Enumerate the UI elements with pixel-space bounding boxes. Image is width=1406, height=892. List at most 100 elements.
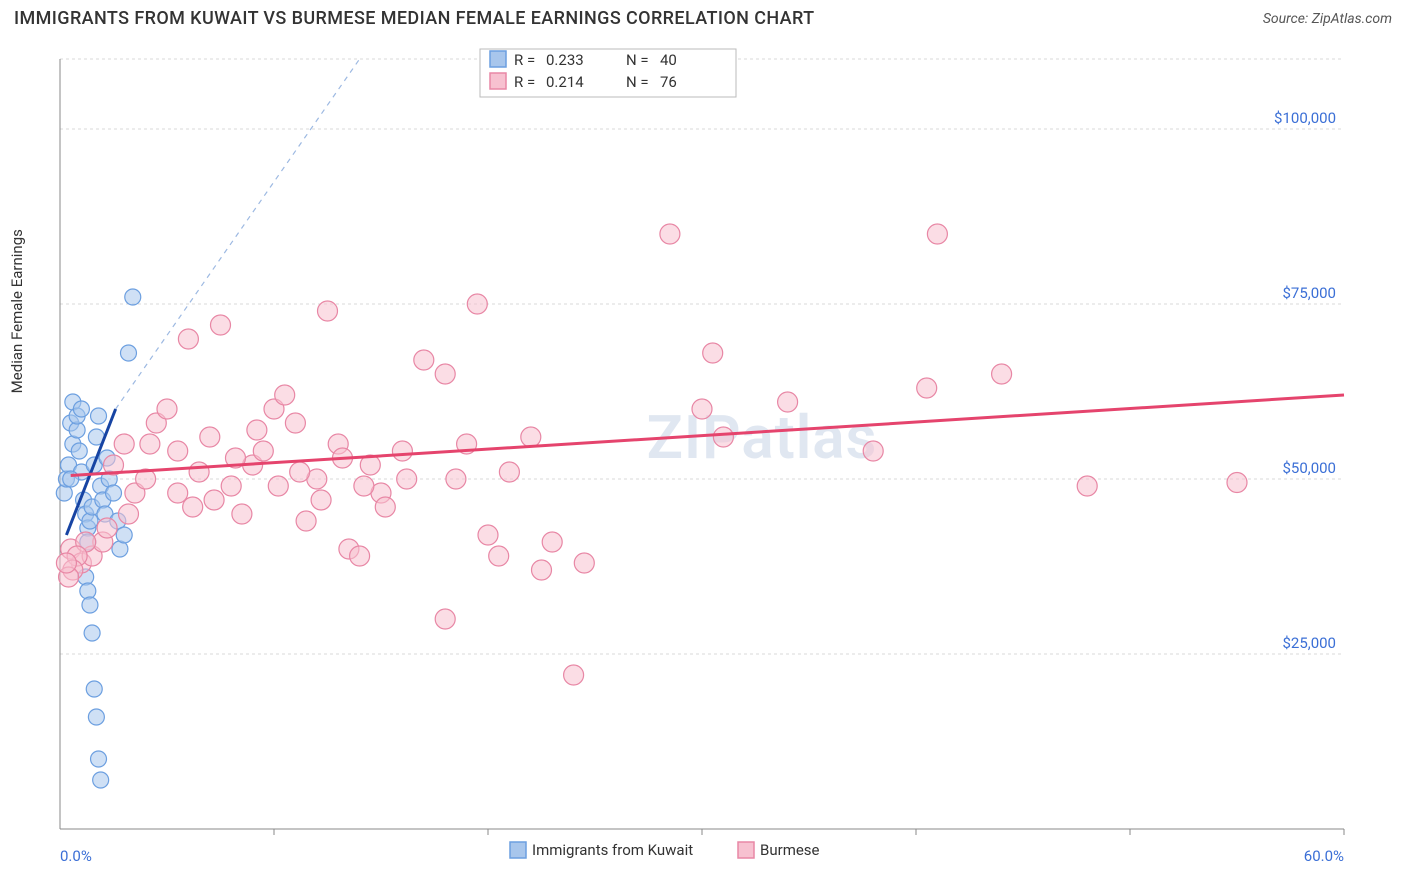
data-point xyxy=(713,427,733,447)
data-point xyxy=(778,392,798,412)
header: IMMIGRANTS FROM KUWAIT VS BURMESE MEDIAN… xyxy=(0,0,1406,33)
data-point xyxy=(564,665,584,685)
source-credit: Source: ZipAtlas.com xyxy=(1263,11,1392,27)
legend-r-label: R = xyxy=(514,73,535,91)
chart-container: Median Female Earnings $25,000$50,000$75… xyxy=(14,39,1392,879)
data-point xyxy=(290,462,310,482)
legend-n-val: 76 xyxy=(660,73,677,91)
y-tick-label: $100,000 xyxy=(1274,109,1336,127)
bottom-legend-swatch xyxy=(510,842,526,858)
data-point xyxy=(478,525,498,545)
data-point xyxy=(435,364,455,384)
data-point xyxy=(63,471,79,487)
data-point xyxy=(542,532,562,552)
y-axis-label: Median Female Earnings xyxy=(8,229,26,393)
data-point xyxy=(80,583,96,599)
data-point xyxy=(247,420,267,440)
data-point xyxy=(189,462,209,482)
data-point xyxy=(446,469,466,489)
legend-n-label: N = xyxy=(626,51,649,69)
data-point xyxy=(204,490,224,510)
bottom-legend-label: Burmese xyxy=(760,841,820,859)
data-point xyxy=(86,681,102,697)
data-point xyxy=(927,224,947,244)
data-point xyxy=(253,441,273,461)
data-point xyxy=(157,399,177,419)
chart-title: IMMIGRANTS FROM KUWAIT VS BURMESE MEDIAN… xyxy=(14,8,815,29)
data-point xyxy=(91,408,107,424)
data-point xyxy=(114,434,134,454)
data-point xyxy=(992,364,1012,384)
data-point xyxy=(296,511,316,531)
data-point xyxy=(532,560,552,580)
data-point xyxy=(93,772,109,788)
data-point xyxy=(489,546,509,566)
source-prefix: Source: xyxy=(1263,11,1312,27)
data-point xyxy=(120,345,136,361)
data-point xyxy=(692,399,712,419)
data-point xyxy=(275,385,295,405)
trend-dash xyxy=(116,59,360,409)
data-point xyxy=(863,441,883,461)
legend-n-label: N = xyxy=(626,73,649,91)
y-tick-label: $25,000 xyxy=(1282,634,1336,652)
data-point xyxy=(350,546,370,566)
data-point xyxy=(268,476,288,496)
legend-swatch xyxy=(490,73,506,89)
data-point xyxy=(917,378,937,398)
data-point xyxy=(354,476,374,496)
data-point xyxy=(118,504,138,524)
x-axis-right-label: 60.0% xyxy=(1304,847,1344,865)
source-name: ZipAtlas.com xyxy=(1312,11,1392,27)
data-point xyxy=(375,497,395,517)
legend-r-val: 0.233 xyxy=(546,51,584,69)
data-point xyxy=(574,553,594,573)
data-point xyxy=(232,504,252,524)
y-tick-label: $75,000 xyxy=(1282,284,1336,302)
data-point xyxy=(318,301,338,321)
data-point xyxy=(221,476,241,496)
data-point xyxy=(397,469,417,489)
data-point xyxy=(106,485,122,501)
data-point xyxy=(200,427,220,447)
data-point xyxy=(97,518,117,538)
data-point xyxy=(499,462,519,482)
legend-n-val: 40 xyxy=(660,51,677,69)
data-point xyxy=(285,413,305,433)
legend-swatch xyxy=(490,51,506,67)
data-point xyxy=(168,483,188,503)
data-point xyxy=(660,224,680,244)
chart-svg: $25,000$50,000$75,000$100,0000.0%60.0%ZI… xyxy=(14,39,1392,879)
data-point xyxy=(71,443,87,459)
data-point xyxy=(392,441,412,461)
data-point xyxy=(178,329,198,349)
data-point xyxy=(183,497,203,517)
data-point xyxy=(73,401,89,417)
data-point xyxy=(435,609,455,629)
legend-r-label: R = xyxy=(514,51,535,69)
data-point xyxy=(82,513,98,529)
data-point xyxy=(168,441,188,461)
data-point xyxy=(116,527,132,543)
bottom-legend-label: Immigrants from Kuwait xyxy=(532,841,693,859)
data-point xyxy=(703,343,723,363)
data-point xyxy=(521,427,541,447)
data-point xyxy=(467,294,487,314)
data-point xyxy=(311,490,331,510)
x-axis-left-label: 0.0% xyxy=(60,847,92,865)
data-point xyxy=(125,289,141,305)
data-point xyxy=(84,625,100,641)
data-point xyxy=(1227,473,1247,493)
data-point xyxy=(140,434,160,454)
data-point xyxy=(82,597,98,613)
data-point xyxy=(88,709,104,725)
bottom-legend-swatch xyxy=(738,842,754,858)
data-point xyxy=(414,350,434,370)
data-point xyxy=(91,751,107,767)
y-tick-label: $50,000 xyxy=(1282,459,1336,477)
data-point xyxy=(1077,476,1097,496)
data-point xyxy=(56,553,76,573)
data-point xyxy=(211,315,231,335)
legend-r-val: 0.214 xyxy=(546,73,584,91)
series-kuwait xyxy=(56,59,359,788)
